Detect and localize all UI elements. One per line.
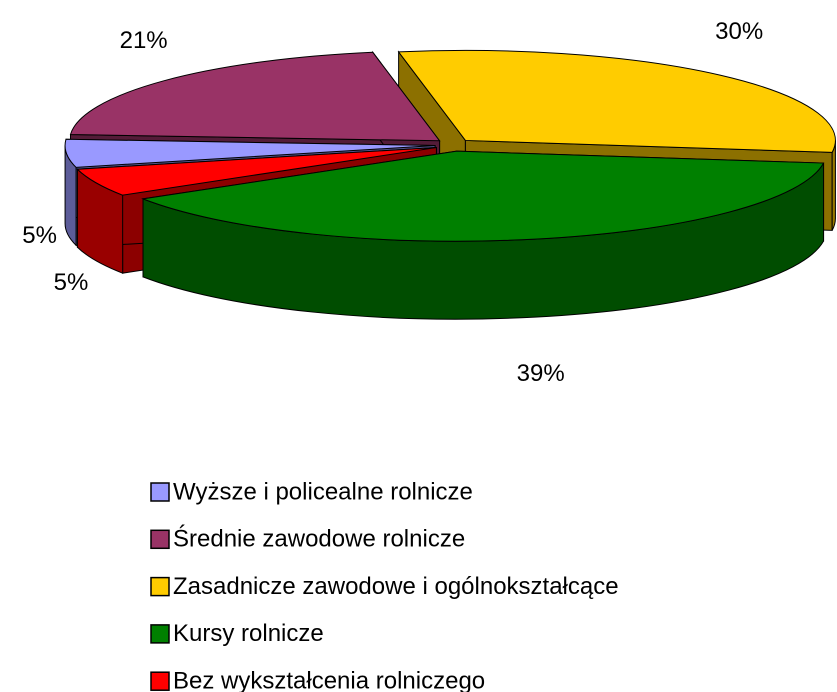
slice	[141, 150, 825, 242]
legend-label: Bez wykształcenia rolniczego	[173, 668, 485, 692]
slice	[69, 51, 441, 142]
data-label: 5%	[22, 222, 57, 249]
legend-label: Średnie zawodowe rolnicze	[173, 525, 465, 553]
slice	[64, 138, 436, 168]
slice-side	[831, 140, 836, 231]
legend-swatch	[150, 671, 170, 691]
legend-swatch	[150, 529, 170, 550]
data-label: 5%	[54, 269, 89, 296]
data-label: 21%	[120, 27, 168, 54]
legend-swatch	[150, 576, 170, 597]
legend-label: Zasadnicze zawodowe i ogólnokształcące	[173, 573, 619, 600]
legend-swatch	[150, 624, 170, 644]
data-label: 30%	[715, 18, 763, 45]
legend-label: Kursy rolnicze	[173, 620, 324, 647]
legend-label: Wyższe i policealne rolnicze	[173, 478, 473, 505]
slice	[397, 49, 836, 153]
data-label: 39%	[517, 360, 565, 387]
legend-swatch	[150, 482, 170, 502]
slice	[76, 146, 437, 196]
